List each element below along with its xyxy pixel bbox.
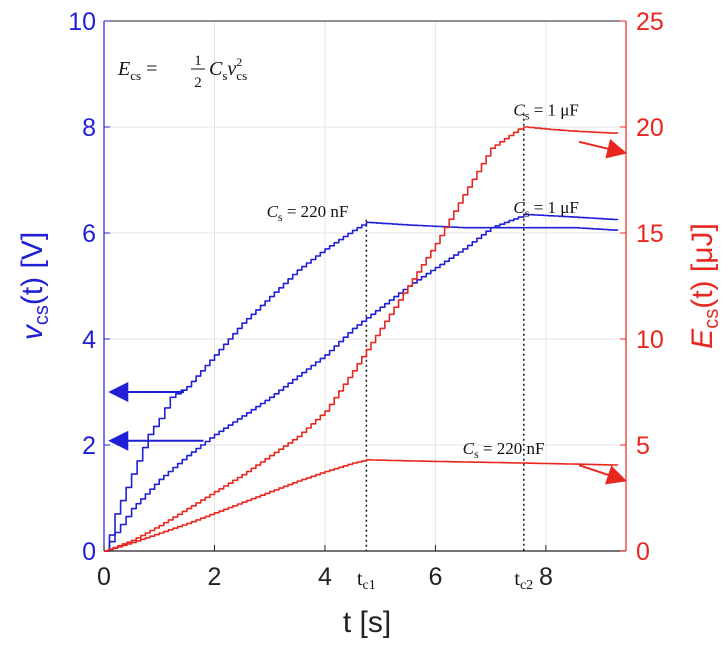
annotation-c-3: C <box>463 439 475 458</box>
x-axis-title: t [s] <box>343 606 391 639</box>
annotation-text-1: = 1 μF <box>529 198 578 217</box>
formula-v: v <box>227 58 236 80</box>
left-tick-label-5: 10 <box>68 8 96 36</box>
series-line-0 <box>104 221 619 552</box>
formula-c-sub: s <box>222 68 227 83</box>
left-axis-title-rest: (t) [V] <box>16 232 49 305</box>
marker-label-main-0: t <box>357 568 363 590</box>
right-axis-title: Ecs(t) [μJ] <box>686 223 723 349</box>
formula-rhs: Csv2 cs <box>209 55 247 83</box>
left-axis-title: vcs(t) [V] <box>16 232 53 340</box>
left-axis-title-sub: cs <box>31 305 53 325</box>
axis-arrow-3 <box>578 464 628 485</box>
right-axis-title-sub: cs <box>701 309 723 329</box>
tick-labels: 0 2 4 6 8 10 0 5 10 15 20 25 0 2 4 6 8 <box>68 8 664 591</box>
left-axis-title-main: v <box>16 323 49 340</box>
left-tick-label-2: 4 <box>82 326 96 354</box>
formula-eq: = <box>141 58 157 80</box>
annotation-text-0: = 220 nF <box>283 202 349 221</box>
left-tick-label-3: 6 <box>82 220 96 248</box>
annotation-3: Cs = 220 nF <box>463 439 545 461</box>
formula-v-sub: cs <box>236 68 247 83</box>
annotation-2: Cs = 1 μF <box>513 100 578 122</box>
marker-label-0: tc1 <box>357 568 376 593</box>
left-tick-label-0: 0 <box>82 538 96 566</box>
data-series <box>104 126 619 552</box>
bottom-tick-label-0: 0 <box>97 563 111 591</box>
right-tick-label-4: 20 <box>636 114 664 142</box>
formula-den: 2 <box>194 75 202 91</box>
right-tick-label-3: 15 <box>636 220 664 248</box>
series-line-1 <box>104 213 619 552</box>
annotation-1: Cs = 1 μF <box>513 198 578 220</box>
marker-label-sub-0: c1 <box>363 578 376 593</box>
series-line-2 <box>104 459 619 552</box>
annotation-c-sub-2: s <box>525 108 530 122</box>
annotation-0: Cs = 220 nF <box>267 202 349 224</box>
formula-lhs: Ecs = <box>117 58 157 83</box>
bottom-tick-label-1: 2 <box>208 563 222 591</box>
bottom-tick-label-2: 4 <box>318 563 332 591</box>
formula-v-sup: 2 <box>236 55 242 69</box>
right-tick-label-0: 0 <box>636 538 650 566</box>
marker-label-main-1: t <box>514 568 520 590</box>
annotation-c-1: C <box>513 198 525 217</box>
annotation-c-sub-3: s <box>474 447 479 461</box>
axis-arrows <box>108 138 628 485</box>
right-tick-label-2: 10 <box>636 326 664 354</box>
bottom-tick-label-4: 8 <box>539 563 553 591</box>
x-axis-title-text: t [s] <box>343 606 391 639</box>
series-line-3 <box>104 126 619 552</box>
formula-lhs-sub: cs <box>130 68 141 83</box>
formula-c: C <box>209 58 223 80</box>
right-tick-label-1: 5 <box>636 432 650 460</box>
formula-lhs-main: E <box>117 58 130 80</box>
annotation-text-2: = 1 μF <box>529 100 578 119</box>
annotation-c-2: C <box>513 100 525 119</box>
right-axis-title-main: E <box>686 328 719 349</box>
left-tick-label-1: 2 <box>82 432 96 460</box>
annotation-c-0: C <box>267 202 279 221</box>
bottom-tick-label-3: 6 <box>428 563 442 591</box>
right-axis-title-rest: (t) [μJ] <box>686 223 719 309</box>
formula-num: 1 <box>194 53 202 69</box>
right-tick-label-5: 25 <box>636 8 664 36</box>
annotation-text-3: = 220 nF <box>479 439 545 458</box>
axis-arrow-2 <box>578 138 628 159</box>
axis-titles: t [s]vcs(t) [V]Ecs(t) [μJ] <box>16 223 723 639</box>
annotation-c-sub-1: s <box>525 206 530 220</box>
marker-label-1: tc2 <box>514 568 533 593</box>
plot-frame <box>103 20 627 552</box>
annotation-c-sub-0: s <box>278 210 283 224</box>
vertical-markers: tc1 tc2 <box>357 113 533 593</box>
marker-label-sub-1: c2 <box>520 578 533 593</box>
left-tick-label-4: 8 <box>82 114 96 142</box>
